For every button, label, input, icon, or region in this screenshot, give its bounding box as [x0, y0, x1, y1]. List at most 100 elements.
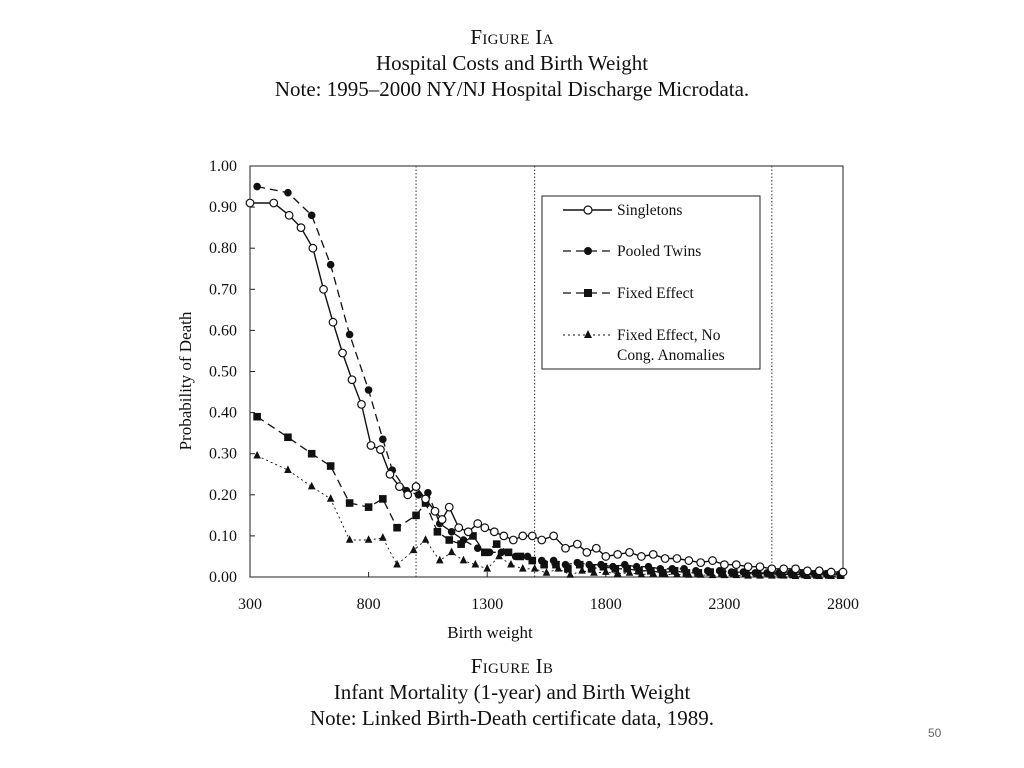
- legend-label: Fixed Effect: [617, 285, 694, 302]
- data-point: [613, 568, 622, 577]
- data-point: [658, 569, 667, 577]
- data-point: [253, 450, 261, 459]
- data-point: [485, 548, 494, 557]
- data-point: [708, 556, 717, 565]
- data-point: [307, 481, 316, 490]
- figure-b-title: Infant Mortality (1-year) and Birth Weig…: [333, 680, 691, 704]
- data-point: [715, 567, 724, 575]
- data-point: [357, 399, 366, 409]
- data-point: [326, 494, 335, 502]
- data-point: [284, 465, 292, 473]
- data-point: [755, 562, 765, 572]
- data-point: [635, 567, 643, 575]
- data-point: [587, 564, 596, 573]
- data-point: [602, 567, 610, 575]
- data-point: [552, 560, 560, 569]
- data-point: [296, 223, 306, 233]
- x-tick-label: 300: [238, 596, 262, 613]
- data-point: [504, 548, 513, 557]
- data-point: [379, 495, 387, 503]
- data-point: [826, 567, 836, 577]
- data-point: [648, 549, 658, 559]
- data-point: [307, 211, 316, 220]
- data-point: [433, 527, 442, 536]
- data-point: [566, 570, 575, 578]
- data-point: [564, 564, 572, 573]
- data-point: [613, 549, 623, 559]
- data-point: [838, 567, 848, 577]
- data-point: [703, 567, 712, 575]
- data-point: [376, 445, 385, 454]
- data-point: [582, 547, 592, 557]
- figure-b-label: Figure Ib: [470, 654, 554, 678]
- figure-b-heading: Figure Ib Infant Mortality (1-year) and …: [0, 653, 1024, 731]
- y-tick-label: 0.00: [209, 569, 237, 586]
- data-point: [480, 523, 490, 533]
- data-point: [803, 566, 812, 576]
- data-point: [326, 462, 335, 470]
- y-tick-label: 0.60: [209, 322, 237, 339]
- y-tick-label: 0.90: [209, 199, 237, 216]
- figure-a-note: Note: 1995–2000 NY/NJ Hospital Discharge…: [274, 77, 750, 101]
- x-axis-ticks: 300 800 1300 1800 2300 2800: [238, 572, 859, 613]
- series-1: [253, 182, 845, 578]
- data-point: [473, 519, 483, 528]
- data-point: [499, 531, 509, 541]
- series-line: [256, 416, 841, 576]
- data-point: [647, 567, 655, 575]
- data-point: [528, 556, 537, 565]
- data-point: [696, 558, 706, 568]
- data-point: [347, 375, 357, 385]
- legend-item-3: Fixed Effect, No Cong. Anomalies: [563, 327, 725, 364]
- data-point: [684, 556, 694, 565]
- data-point: [393, 523, 401, 532]
- data-point: [518, 563, 527, 572]
- legend-marker: [584, 289, 592, 297]
- data-point: [537, 556, 546, 565]
- legend-marker: [584, 247, 592, 255]
- data-point: [591, 543, 601, 553]
- data-point: [508, 535, 518, 545]
- legend-label: Pooled Twins: [617, 243, 701, 260]
- legend-label: Fixed Effect, No Cong. Anomalies: [617, 327, 725, 364]
- data-point: [430, 506, 440, 516]
- data-point: [518, 531, 528, 541]
- data-point: [672, 554, 682, 563]
- data-point: [445, 536, 454, 544]
- data-point: [660, 554, 670, 563]
- figure-a-label: Figure Ia: [470, 25, 554, 49]
- data-point: [632, 562, 641, 571]
- data-point: [625, 547, 634, 557]
- data-point: [481, 548, 489, 557]
- data-point: [636, 552, 646, 561]
- data-point: [497, 548, 506, 557]
- data-point: [644, 562, 653, 571]
- data-point: [585, 560, 593, 569]
- data-point: [411, 482, 421, 491]
- data-point: [680, 564, 688, 573]
- figure-a-heading: Figure Ia Hospital Costs and Birth Weigh…: [0, 24, 1024, 102]
- data-point: [561, 560, 570, 569]
- data-point: [345, 535, 354, 543]
- data-point: [444, 502, 454, 512]
- data-point: [668, 564, 677, 573]
- data-point: [328, 317, 338, 327]
- data-point: [253, 412, 261, 421]
- data-point: [345, 499, 354, 507]
- data-point: [473, 544, 482, 553]
- y-axis-title: Probability of Death: [176, 311, 195, 450]
- data-point: [447, 547, 456, 556]
- data-point: [364, 386, 373, 394]
- data-point: [537, 535, 547, 545]
- data-point: [527, 531, 537, 541]
- data-point: [523, 552, 532, 561]
- data-point: [779, 564, 789, 574]
- data-point: [492, 540, 501, 548]
- data-point: [540, 560, 548, 569]
- data-point: [385, 469, 395, 479]
- data-point: [409, 545, 418, 554]
- data-point: [463, 527, 473, 537]
- data-point: [454, 523, 464, 533]
- data-point: [457, 540, 465, 548]
